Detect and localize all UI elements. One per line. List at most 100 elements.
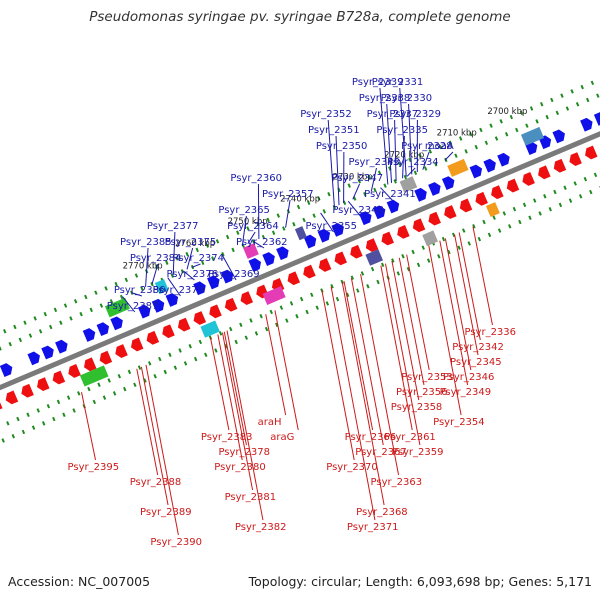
- reverse-gene-arrow: [287, 271, 301, 286]
- reverse-gene-label: Psyr_2366: [345, 432, 397, 443]
- forward-gene-label: Psyr_2343: [348, 157, 400, 168]
- tick-dot: [59, 320, 63, 325]
- gene-block: [422, 230, 438, 247]
- tick-dot: [302, 217, 306, 223]
- forward-gene-label: Psyr_2339: [352, 77, 404, 88]
- forward-gene-label: Psyr_2328: [401, 141, 453, 152]
- tick-dot: [137, 365, 142, 370]
- tick-dot: [43, 311, 47, 317]
- tick-dot: [77, 391, 81, 396]
- reverse-gene-arrow: [459, 198, 473, 213]
- backbone-group: [0, 131, 600, 391]
- tick-dot: [391, 258, 395, 263]
- reverse-gene-arrow: [99, 350, 113, 365]
- reverse-gene-arrow: [130, 337, 144, 352]
- tick-dot: [315, 305, 319, 310]
- leader-lines: [81, 87, 493, 536]
- label-leader-line: [186, 247, 194, 270]
- forward-gene-label: Psyr_2334: [387, 157, 439, 168]
- label-leader-line: [444, 151, 454, 161]
- tick-dot: [119, 294, 124, 300]
- label-leader-line: [145, 364, 179, 536]
- tick-dot: [529, 106, 534, 111]
- gene-block: [154, 279, 169, 295]
- tick-dot: [477, 236, 482, 242]
- tick-dot: [147, 361, 152, 366]
- label-leader-line: [439, 240, 469, 386]
- label-leader-line: [167, 277, 181, 297]
- tick-dot: [28, 333, 33, 338]
- label-leader-line: [386, 103, 393, 183]
- reverse-gene-label: Psyr_2381: [225, 492, 277, 503]
- forward-gene-label: Psyr_2364: [227, 221, 279, 232]
- forward-gene-label: Psyr_2357: [262, 189, 314, 200]
- tick-dot: [13, 324, 17, 330]
- kbp-tick-label: 2740 kbp: [280, 195, 320, 205]
- tick-dot: [532, 198, 537, 203]
- label-leader-line: [398, 257, 425, 386]
- label-leader-line: [428, 245, 462, 416]
- reverse-gene-label: Psyr_2353: [401, 372, 453, 383]
- forward-gene-label: Psyr_2329: [389, 109, 441, 120]
- forward-gene-arrow: [262, 252, 275, 266]
- kbp-tick-label: 2700 kbp: [487, 107, 527, 117]
- tick-dot: [266, 217, 270, 223]
- kbp-tick-label: 2730 kbp: [333, 173, 373, 183]
- label-leader-line: [347, 200, 361, 217]
- forward-gene-label: Psyr_2355: [305, 221, 357, 232]
- tick-dot: [474, 144, 478, 150]
- label-leader-line: [122, 296, 136, 313]
- label-leader-line: [343, 281, 374, 431]
- tick-dot: [512, 206, 517, 212]
- label-leader-line: [145, 247, 149, 287]
- tick-dot: [479, 127, 483, 133]
- reverse-gene-label: Psyr_2336: [464, 327, 516, 338]
- tick-dot: [509, 114, 514, 120]
- forward-gene-label: Psyr_2384: [130, 253, 182, 264]
- tick-dot: [109, 299, 114, 304]
- reverse-gene-arrow: [224, 297, 238, 312]
- tick-dot: [275, 322, 279, 328]
- tick-dot: [134, 273, 139, 278]
- tick-dot: [285, 318, 289, 323]
- kbp-tick-label: 2750 kbp: [228, 217, 268, 227]
- forward-gene-arrow: [386, 199, 400, 214]
- forward-gene-arrow: [138, 304, 151, 319]
- tick-dot: [21, 429, 26, 435]
- tick-dot: [310, 292, 314, 298]
- tick-dot: [175, 256, 179, 261]
- reverse-gene-label: Psyr_2383: [201, 432, 253, 443]
- tick-dot: [545, 114, 549, 120]
- label-leader-line: [136, 368, 159, 476]
- reverse-gene-label: Psyr_2378: [218, 447, 270, 458]
- tick-dot: [79, 311, 83, 317]
- tick-dot: [396, 271, 400, 276]
- forward-gene-arrow: [165, 293, 179, 307]
- reverse-gene-arrow: [585, 145, 598, 160]
- tick-dot: [224, 344, 228, 349]
- tick-dot: [53, 307, 58, 313]
- reverse-gene-label: Psyr_2349: [440, 387, 492, 398]
- tick-dot: [590, 80, 595, 86]
- tick-dot: [41, 421, 46, 426]
- genome-title: Pseudomonas syringae pv. syringae B728a,…: [89, 9, 511, 25]
- reverse-gene-label: Psyr_2361: [384, 432, 436, 443]
- gene-block: [520, 126, 545, 146]
- label-leader-line: [406, 167, 416, 177]
- label-leader-line: [444, 238, 472, 371]
- forward-gene-label: Psyr_2365: [218, 205, 270, 216]
- reverse-gene-arrow: [318, 258, 332, 272]
- tick-dot: [350, 275, 355, 280]
- tick-dot: [330, 284, 334, 289]
- tick-dot: [377, 170, 382, 175]
- forward-gene-arrow: [276, 246, 289, 261]
- tick-dot: [540, 101, 544, 107]
- reverse-gene-label: Psyr_2390: [150, 537, 202, 548]
- tick-dot: [52, 416, 56, 422]
- tick-dot: [565, 106, 570, 111]
- reverse-gene-label: araH: [258, 417, 282, 428]
- label-leader-line: [406, 254, 430, 371]
- tick-dot: [259, 313, 263, 319]
- tick-dot: [104, 286, 108, 291]
- forward-gene-label: Psyr_2331: [372, 77, 424, 88]
